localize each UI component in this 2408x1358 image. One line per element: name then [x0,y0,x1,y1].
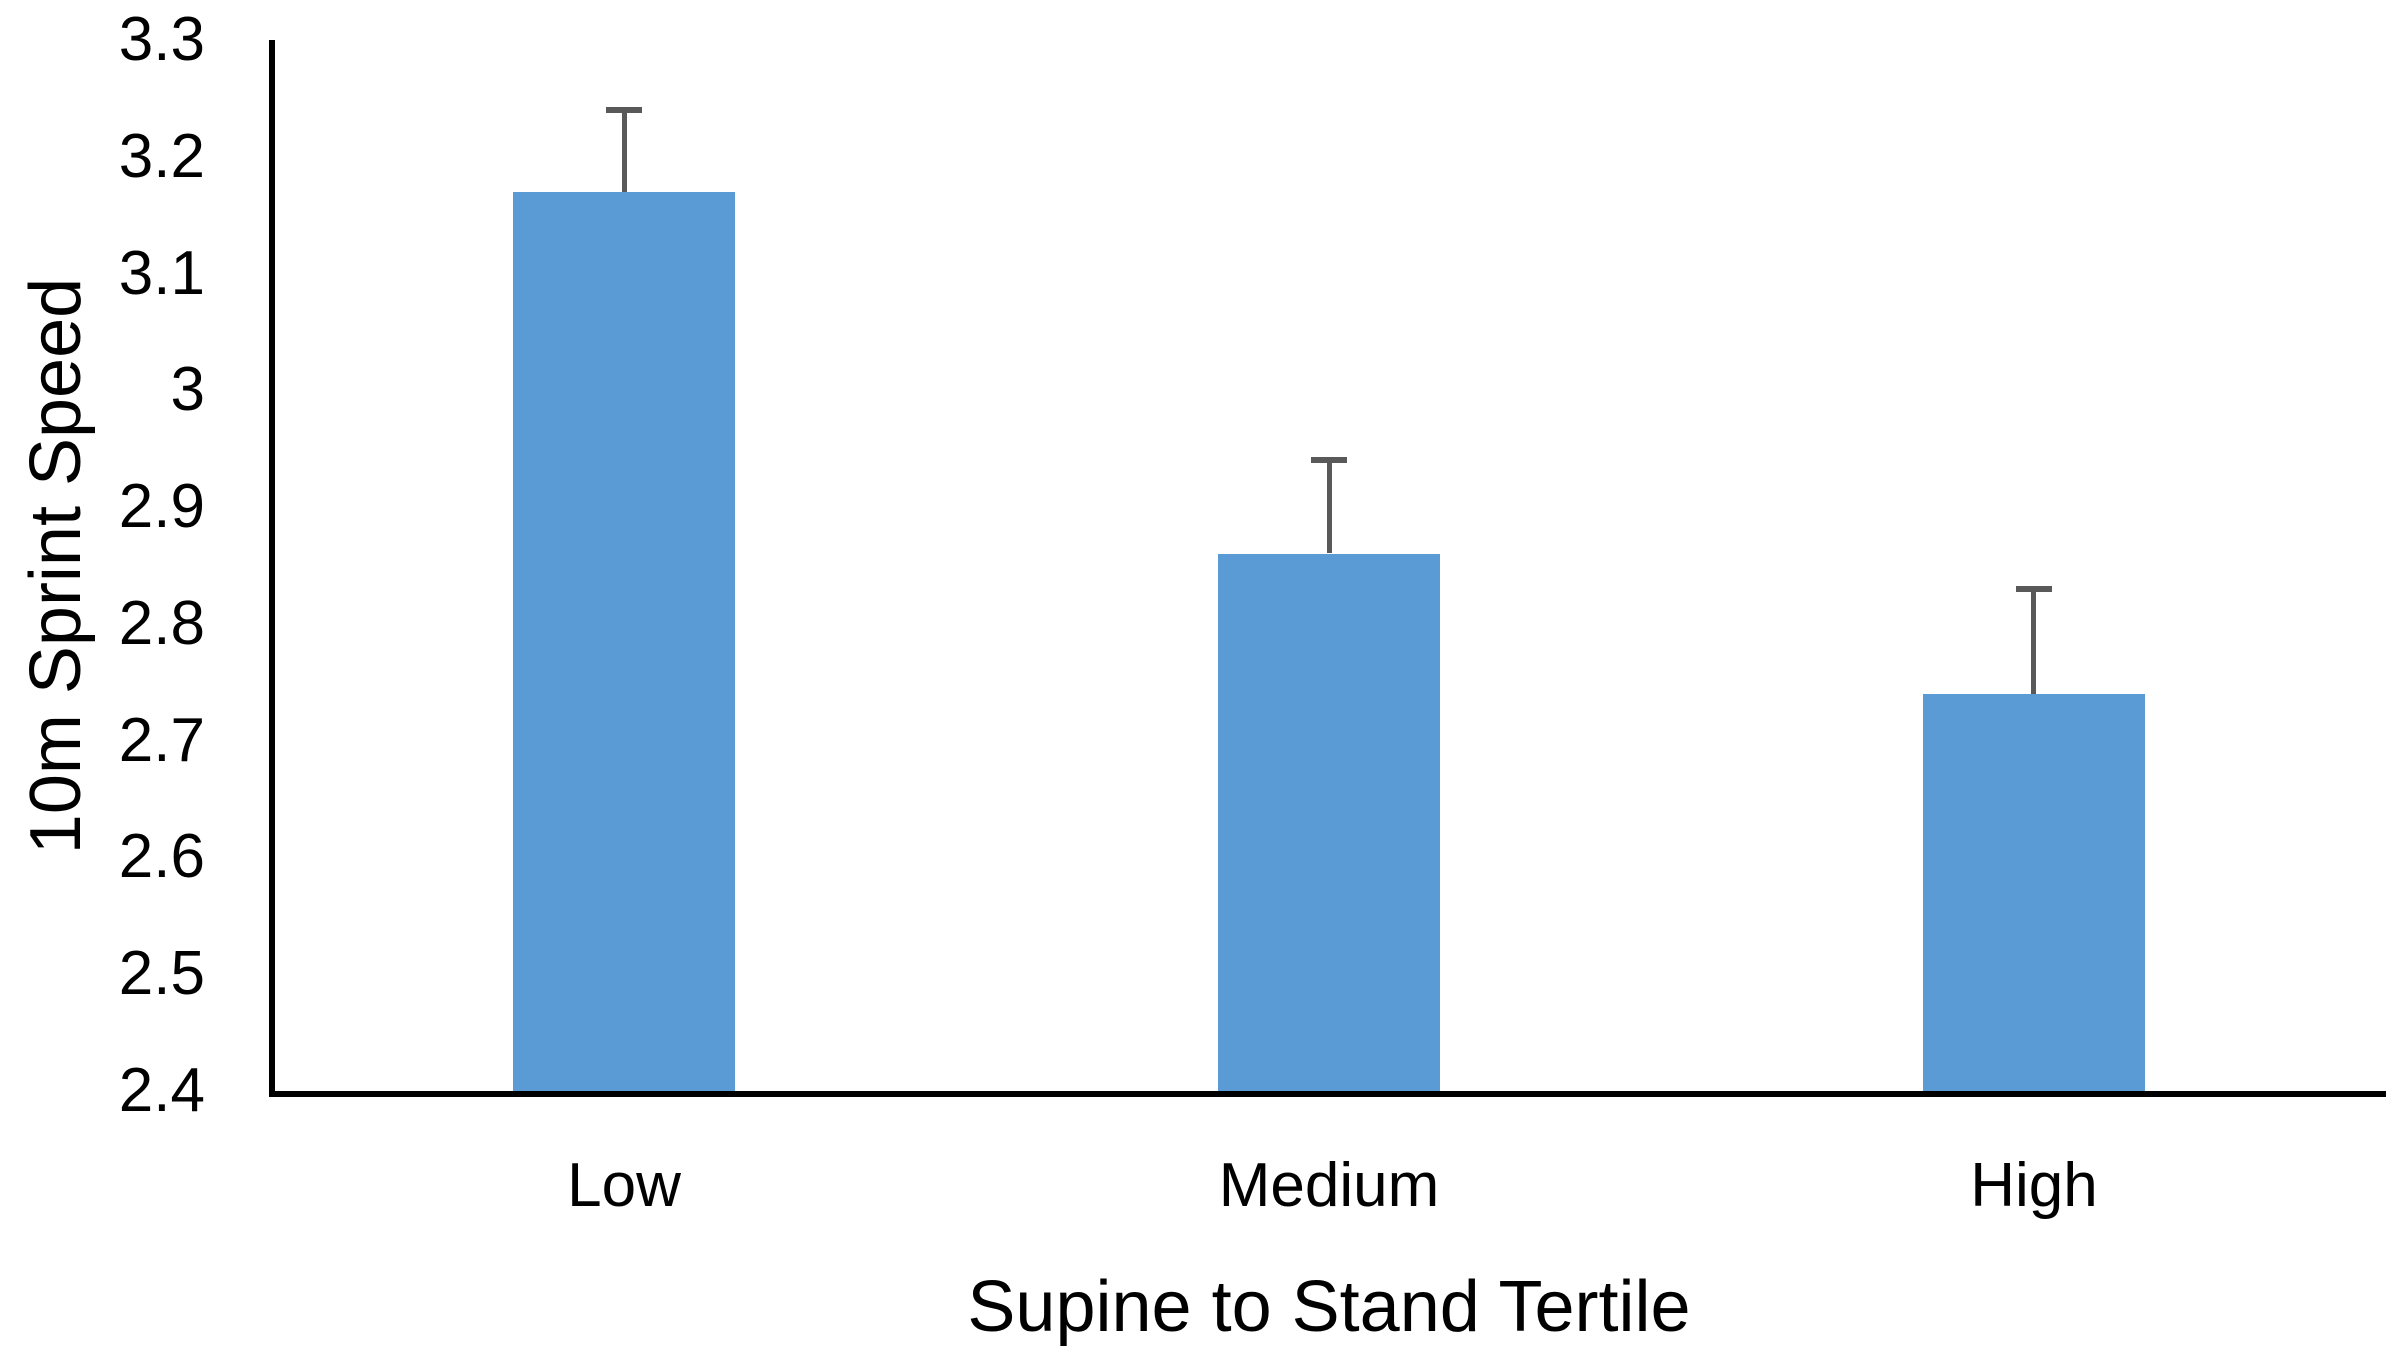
error-bar-whisker-medium [1327,460,1332,553]
bar-low [513,192,735,1091]
bar-high [1923,694,2145,1091]
error-bar-whisker-high [2031,589,2036,694]
y-tick-label-2-5: 2.5 [118,939,205,1009]
y-tick-label-2-6: 2.6 [118,822,205,892]
bar-medium [1218,554,1440,1091]
y-tick-label-2-9: 2.9 [118,472,205,542]
x-tick-label-high: High [1970,1151,2098,1220]
y-tick-label-2-7: 2.7 [118,705,205,775]
y-tick-label-3-3: 3.3 [118,5,205,74]
y-tick-label-3: 3 [170,355,205,425]
error-bar-cap-medium [1311,457,1347,463]
x-tick-label-low: Low [567,1151,681,1220]
y-tick-label-3-2: 3.2 [118,121,205,191]
y-tick-label-3-1: 3.1 [118,238,205,308]
x-tick-label-medium: Medium [1218,1151,1440,1220]
error-bar-whisker-low [622,110,627,192]
y-axis-line [269,40,275,1097]
error-bar-cap-low [606,107,642,113]
y-axis-title: 10m Sprint Speed [16,277,96,855]
error-bar-cap-high [2016,586,2052,592]
y-tick-label-2-8: 2.8 [118,588,205,658]
y-tick-label-2-4: 2.4 [118,1056,205,1125]
x-axis-line [269,1091,2386,1097]
x-axis-title: Supine to Stand Tertile [967,1267,1691,1347]
